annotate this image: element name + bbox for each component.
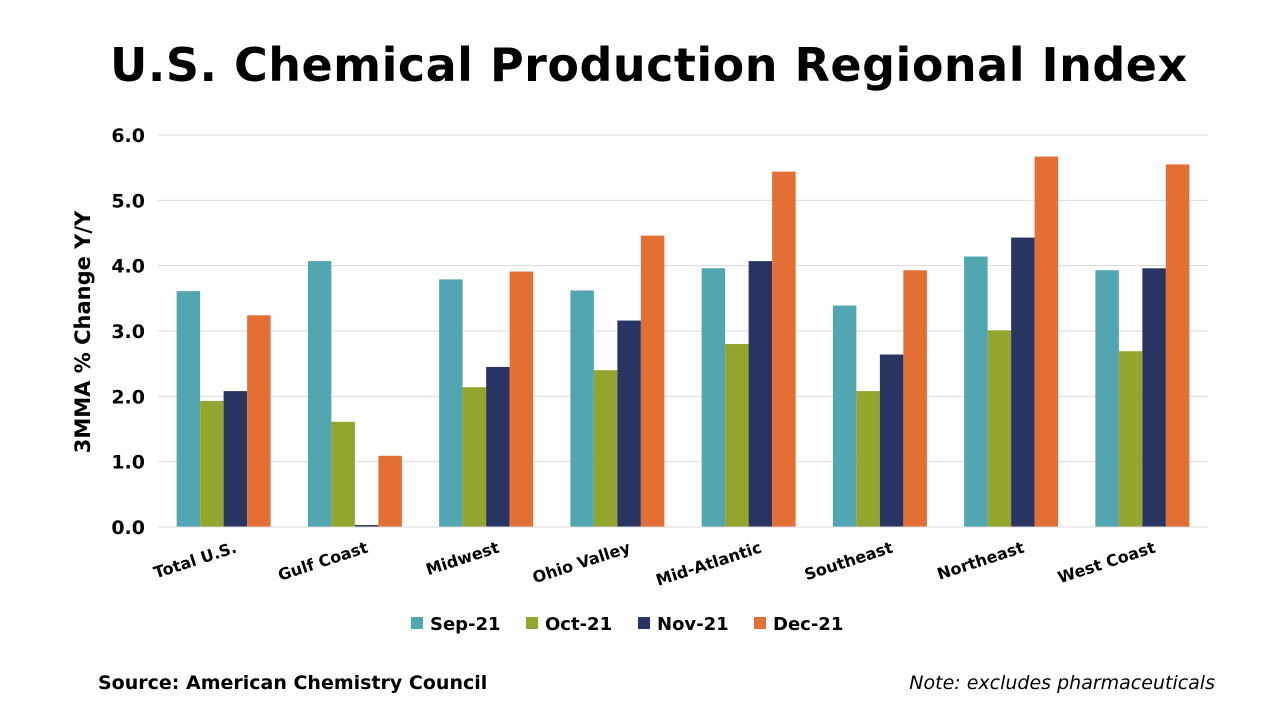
- x-tick-label: Total U.S.: [151, 538, 239, 583]
- legend-label: Oct-21: [545, 614, 612, 635]
- bar-oct-21-west-coast: [1118, 351, 1143, 527]
- bar-nov-21-mid-atlantic: [748, 261, 773, 527]
- bar-nov-21-ohio-valley: [617, 320, 641, 527]
- legend-label: Dec-21: [773, 614, 843, 635]
- bar-dec-21-southeast: [903, 270, 927, 527]
- bar-nov-21-gulf-coast: [354, 525, 379, 527]
- x-tick-label: Southeast: [802, 538, 895, 585]
- bar-oct-21-mid-atlantic: [725, 344, 749, 527]
- bar-sep-21-total-u-s-: [176, 291, 201, 527]
- y-tick-label: 3.0: [111, 321, 145, 343]
- legend-swatch: [754, 617, 766, 629]
- bar-sep-21-northeast: [964, 256, 988, 527]
- x-tick-label: Ohio Valley: [530, 538, 633, 588]
- y-tick-label: 5.0: [111, 190, 145, 212]
- x-tick-label: West Coast: [1055, 538, 1158, 588]
- legend-label: Nov-21: [657, 614, 729, 635]
- bar-dec-21-midwest: [509, 271, 534, 527]
- x-axis-ticks: Total U.S. Gulf Coast Midwest Ohio Valley Mi…: [151, 538, 1158, 590]
- y-axis-label: 3MMA % Change Y/Y: [71, 210, 95, 453]
- bar-dec-21-total-u-s-: [247, 315, 271, 527]
- bar-oct-21-total-u-s-: [200, 400, 224, 527]
- source-note: Source: American Chemistry Council: [98, 672, 488, 694]
- bar-nov-21-southeast: [879, 354, 904, 527]
- bar-dec-21-ohio-valley: [640, 235, 665, 527]
- bar-oct-21-ohio-valley: [593, 370, 618, 527]
- legend-swatch: [526, 617, 538, 629]
- y-tick-label: 2.0: [111, 386, 145, 408]
- legend: Sep-21 Oct-21 Nov-21 Dec-21: [411, 614, 843, 635]
- legend-label: Sep-21: [430, 614, 501, 635]
- bar-nov-21-northeast: [1011, 237, 1035, 527]
- x-tick-label: Northeast: [935, 538, 1027, 584]
- bar-sep-21-midwest: [439, 279, 463, 527]
- legend-swatch: [638, 617, 650, 629]
- footnote: Note: excludes pharmaceuticals: [909, 672, 1215, 694]
- bar-sep-21-west-coast: [1095, 270, 1119, 527]
- bar-sep-21-mid-atlantic: [701, 268, 726, 527]
- x-tick-label: Midwest: [424, 538, 502, 580]
- bar-oct-21-northeast: [987, 330, 1012, 527]
- y-tick-label: 6.0: [111, 125, 145, 147]
- bar-oct-21-gulf-coast: [331, 421, 355, 527]
- bar-oct-21-midwest: [462, 387, 487, 527]
- bar-sep-21-southeast: [832, 305, 857, 527]
- bar-dec-21-mid-atlantic: [772, 171, 796, 527]
- y-tick-label: 4.0: [111, 256, 145, 278]
- bar-sep-21-gulf-coast: [307, 261, 332, 527]
- bar-nov-21-total-u-s-: [223, 391, 248, 527]
- legend-swatch: [411, 617, 423, 629]
- bar-oct-21-southeast: [856, 391, 880, 527]
- y-axis-ticks: 0.0 1.0 2.0 3.0 4.0 5.0 6.0: [111, 125, 145, 539]
- x-tick-label: Mid-Atlantic: [654, 538, 764, 590]
- x-tick-label: Gulf Coast: [276, 538, 371, 585]
- bar-dec-21-west-coast: [1165, 164, 1190, 527]
- y-tick-label: 1.0: [111, 452, 145, 474]
- bar-dec-21-northeast: [1034, 156, 1059, 527]
- bar-dec-21-gulf-coast: [378, 455, 402, 527]
- chart-title: U.S. Chemical Production Regional Index: [110, 38, 1188, 92]
- bar-nov-21-midwest: [486, 366, 510, 527]
- y-tick-label: 0.0: [111, 517, 145, 539]
- bar-sep-21-ohio-valley: [570, 290, 594, 527]
- bar-nov-21-west-coast: [1142, 268, 1166, 527]
- bars: [176, 156, 1190, 527]
